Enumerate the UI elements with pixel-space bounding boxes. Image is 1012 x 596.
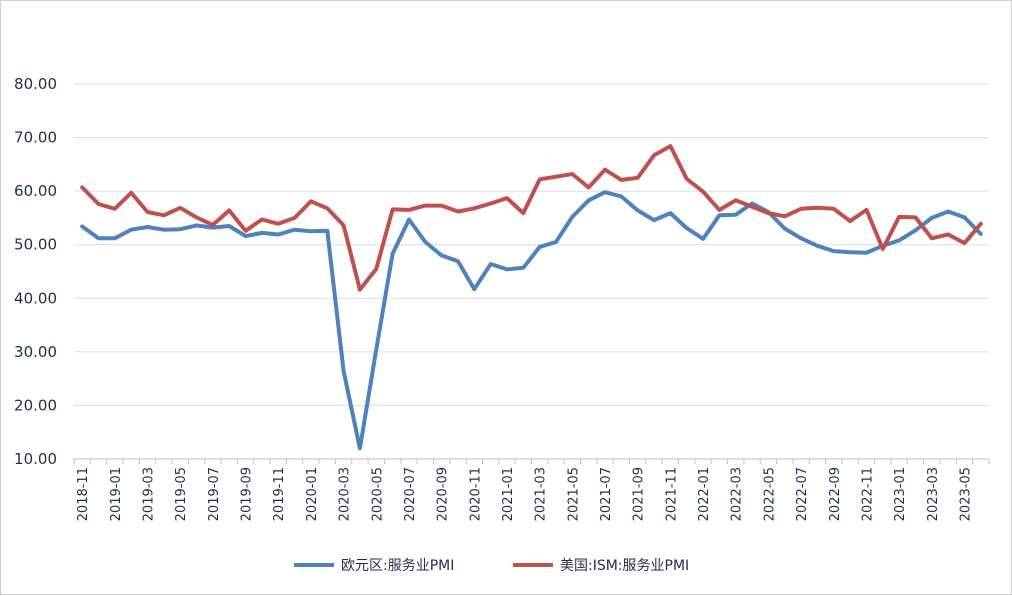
legend-label-1: 欧元区:服务业PMI xyxy=(341,558,454,574)
x-tick-label: 2020-09 xyxy=(436,467,451,521)
x-tick-label: 2021-11 xyxy=(664,467,679,521)
x-tick-label: 2022-11 xyxy=(860,467,875,521)
x-tick-label: 2019-11 xyxy=(272,467,287,521)
x-tick-label: 2022-07 xyxy=(795,467,810,521)
x-tick-label: 2022-01 xyxy=(697,467,712,521)
gridlines xyxy=(74,83,989,406)
x-tick-label: 2023-03 xyxy=(926,467,941,521)
x-axis-tick-labels: 2018-11 2019-01 2019-03 2019-05 2019-07 2019-… xyxy=(76,467,973,521)
x-tick-label: 2020-11 xyxy=(468,467,483,521)
x-tick-label: 2023-01 xyxy=(893,467,908,521)
x-tick-label: 2021-07 xyxy=(599,467,614,521)
y-tick-label: 10.00 xyxy=(14,450,57,468)
x-tick-label: 2019-03 xyxy=(142,467,157,521)
legend-label-2: 美国:ISM:服务业PMI xyxy=(560,558,689,574)
x-tick-label: 2020-07 xyxy=(403,467,418,521)
series-line-1 xyxy=(80,190,983,451)
x-tick-label: 2023-05 xyxy=(958,467,973,521)
x-tick-label: 2019-05 xyxy=(174,467,189,521)
legend: 欧元区:服务业PMI 美国:ISM:服务业PMI xyxy=(294,558,689,574)
x-tick-label: 2020-01 xyxy=(305,467,320,521)
series-lines xyxy=(80,144,983,451)
x-tick-label: 2020-03 xyxy=(338,467,353,521)
y-tick-label: 40.00 xyxy=(14,289,57,307)
y-tick-label: 20.00 xyxy=(14,396,57,414)
series-line-2 xyxy=(80,144,983,292)
y-tick-label: 60.00 xyxy=(14,182,57,200)
x-tick-label: 2019-09 xyxy=(240,467,255,521)
x-tick-label: 2022-05 xyxy=(762,467,777,521)
y-tick-label: 70.00 xyxy=(14,129,57,147)
x-tick-label: 2021-09 xyxy=(632,467,647,521)
x-tick-label: 2021-01 xyxy=(501,467,516,521)
x-tick-label: 2022-09 xyxy=(828,467,843,521)
x-tick-label: 2019-07 xyxy=(207,467,222,521)
x-axis xyxy=(73,458,990,464)
y-tick-label: 50.00 xyxy=(14,236,57,254)
x-tick-label: 2018-11 xyxy=(76,467,91,521)
x-tick-label: 2021-03 xyxy=(534,467,549,521)
y-axis-tick-labels: 10.00 20.00 30.00 40.00 50.00 60.00 70.00 80.00 xyxy=(14,75,57,468)
x-tick-label: 2020-05 xyxy=(370,467,385,521)
x-tick-label: 2022-03 xyxy=(730,467,745,521)
y-tick-label: 30.00 xyxy=(14,343,57,361)
x-tick-label: 2021-05 xyxy=(566,467,581,521)
x-tick-label: 2019-01 xyxy=(109,467,124,521)
y-tick-label: 80.00 xyxy=(14,75,57,93)
